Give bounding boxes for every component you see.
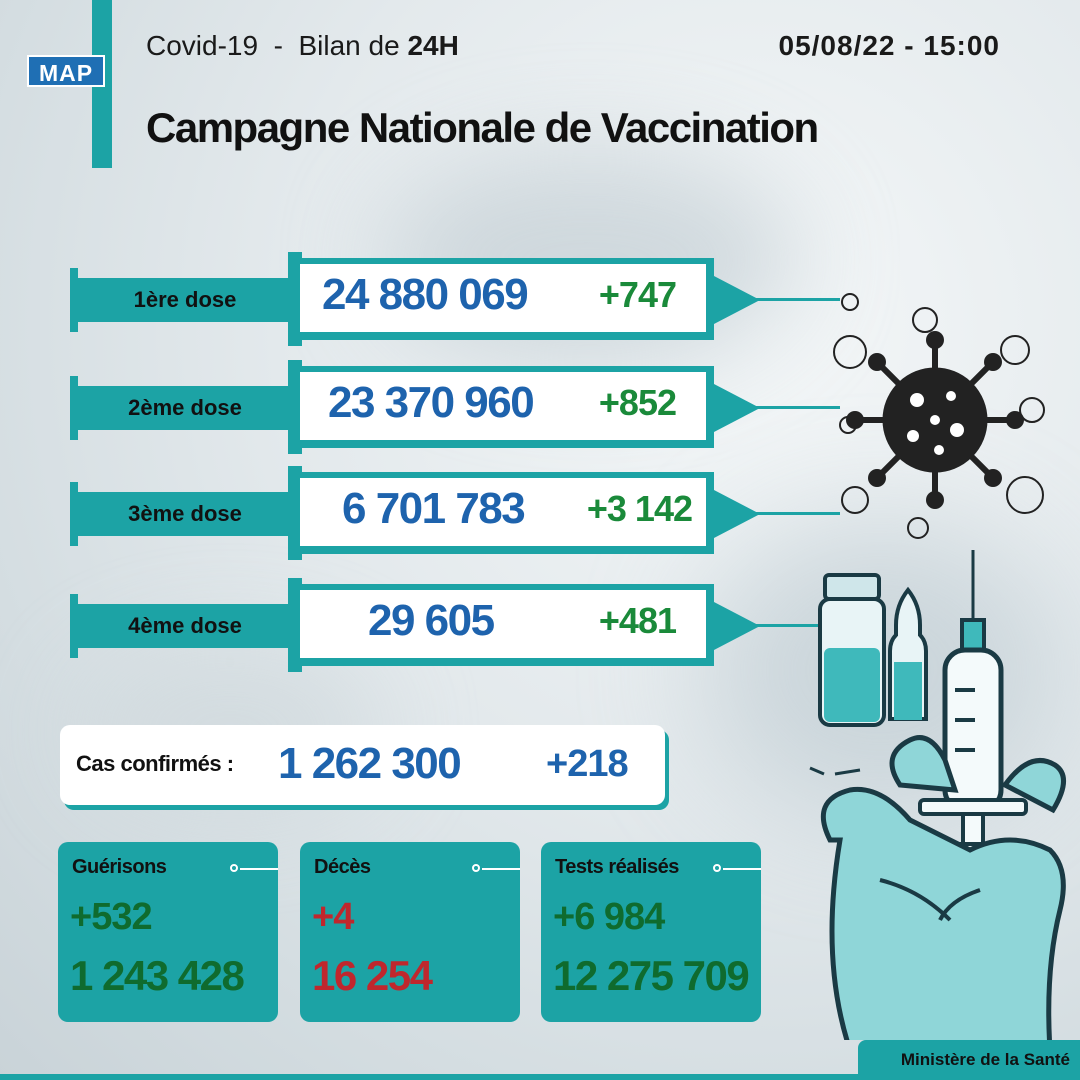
card-total: 12 275 709 (553, 952, 750, 999)
dose-delta: +852 (598, 382, 677, 423)
gloved-hand-icon (809, 735, 1066, 1040)
dose-label: 3ème dose (78, 492, 292, 536)
card-total: 1 243 428 (70, 952, 245, 999)
recoveries-card: Guérisons +532 1 243 428 (58, 842, 278, 1022)
confirmed-cases-panel: Cas confirmés : 1 262 300 +218 (60, 725, 665, 805)
footer-tab (858, 1040, 1080, 1080)
report-date: 05/08/22 - 15:00 (778, 30, 1000, 61)
confirmed-cases-label: Cas confirmés : (76, 751, 234, 776)
virus-icon (833, 293, 1045, 539)
dose-total: 23 370 960 (328, 378, 535, 427)
deaths-card: Décès +4 16 254 (300, 842, 520, 1022)
subtitle-period: 24H (407, 30, 459, 61)
plunger-icon (70, 482, 78, 546)
dose-delta: +747 (598, 274, 677, 315)
card-title: Décès (314, 856, 371, 878)
confirmed-cases-delta: +218 (546, 743, 629, 785)
ministry-label: Ministère de la Santé (900, 1050, 1070, 1069)
card-delta: +532 (70, 896, 153, 938)
vial-icon (818, 573, 886, 727)
confirmed-cases-total: 1 262 300 (278, 739, 462, 788)
report-subtitle: Covid-19 - Bilan de 24H (146, 30, 459, 62)
tests-card: Tests réalisés +6 984 12 275 709 (541, 842, 761, 1022)
dose-delta: +481 (598, 600, 677, 641)
dose-label: 2ème dose (78, 386, 292, 430)
plunger-icon (70, 268, 78, 332)
plunger-icon (70, 594, 78, 658)
dose-row-1: 1ère dose 24 880 069 +747 (70, 252, 840, 358)
card-delta: +6 984 (553, 896, 665, 938)
dose-total: 24 880 069 (322, 270, 529, 319)
footer-bar (0, 1074, 1080, 1080)
dose-delta: +3 142 (586, 488, 693, 529)
map-logo: MAP (27, 55, 105, 87)
ampoule-icon (888, 586, 928, 721)
dose-total: 29 605 (368, 596, 495, 645)
page-title: Campagne Nationale de Vaccination (146, 104, 819, 151)
dose-row-3: 3ème dose 6 701 783 +3 142 (70, 466, 840, 572)
card-title: Guérisons (72, 856, 167, 878)
dose-row-2: 2ème dose 23 370 960 +852 (70, 360, 840, 466)
subtitle-prefix: Covid-19 - Bilan de (146, 30, 408, 61)
dose-total: 6 701 783 (342, 484, 526, 533)
plunger-icon (70, 376, 78, 440)
dose-label: 4ème dose (78, 604, 292, 648)
card-delta: +4 (312, 896, 354, 938)
card-title: Tests réalisés (555, 856, 679, 878)
dose-row-4: 4ème dose 29 605 +481 (70, 578, 840, 684)
syringe-icon (918, 550, 1028, 860)
vaccine-illustration (809, 293, 1066, 1040)
dose-label: 1ère dose (78, 278, 292, 322)
card-total: 16 254 (312, 952, 433, 999)
